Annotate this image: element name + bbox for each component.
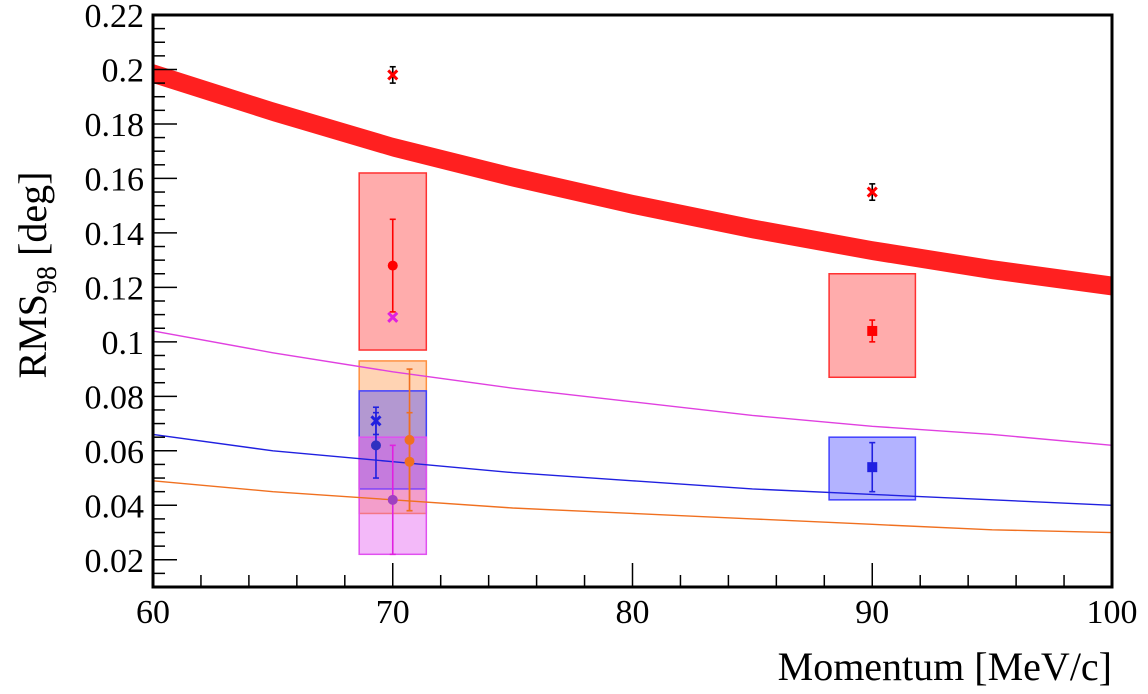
systematic-boxes — [358, 172, 917, 556]
y-tick-label: 0.2 — [102, 52, 145, 89]
x-axis-title: Momentum [MeV/c] — [778, 644, 1112, 689]
x-axis-ticks: 60 70 80 90 100 — [136, 563, 1138, 631]
y-tick-label: 0.12 — [85, 270, 145, 307]
y-tick-label: 0.14 — [85, 216, 145, 253]
prediction-curve-2 — [152, 480, 1113, 534]
data-point-1 — [866, 183, 878, 202]
prediction-band — [153, 64, 1112, 296]
y-tick-label: 0.18 — [85, 107, 145, 144]
data-point-3 — [387, 311, 399, 323]
y-axis-title-subscript: 98 — [32, 266, 63, 294]
systematic-box-2 — [358, 390, 428, 490]
x-tick-label: 100 — [1087, 594, 1138, 631]
data-point-10 — [867, 441, 878, 493]
circle-marker — [387, 494, 398, 505]
square-marker — [867, 325, 878, 336]
y-tick-label: 0.06 — [85, 434, 145, 471]
prediction-curves — [152, 330, 1113, 534]
y-axis-title: RMS98 [deg] — [10, 172, 63, 379]
y-axis-title-unit: [deg] — [10, 172, 55, 266]
x-tick-label: 70 — [376, 594, 410, 631]
circle-marker — [387, 260, 398, 271]
prediction-band-0 — [153, 64, 1112, 296]
data-point-9 — [404, 411, 415, 512]
plot-frame — [151, 13, 1114, 589]
y-tick-label: 0.16 — [85, 161, 145, 198]
y-tick-label: 0.22 — [85, 0, 145, 35]
y-tick-label: 0.08 — [85, 379, 145, 416]
y-axis-title-main: RMS — [10, 294, 55, 379]
data-point-7 — [387, 444, 398, 556]
circle-marker — [370, 440, 381, 451]
y-tick-label: 0.04 — [85, 488, 145, 525]
y-tick-label: 0.1 — [102, 325, 145, 362]
cross-marker — [387, 311, 399, 323]
square-marker — [867, 462, 878, 473]
prediction-curve-0 — [152, 330, 1113, 447]
prediction-curve-1 — [152, 433, 1113, 506]
y-axis-ticks: 0.02 0.04 0.06 0.08 0.1 0.12 0.14 0.16 0.18 0.2 0.… — [85, 0, 177, 588]
x-tick-label: 90 — [855, 594, 889, 631]
circle-marker — [404, 456, 415, 467]
y-tick-label: 0.02 — [85, 543, 145, 580]
x-tick-label: 80 — [616, 594, 650, 631]
data-point-2 — [387, 218, 398, 313]
data-point-6 — [370, 411, 381, 479]
data-point-4 — [867, 319, 878, 343]
x-tick-label: 60 — [136, 594, 170, 631]
cross-marker — [866, 186, 878, 198]
data-point-0 — [387, 65, 399, 84]
data-points — [370, 65, 878, 556]
cross-marker — [387, 69, 399, 81]
